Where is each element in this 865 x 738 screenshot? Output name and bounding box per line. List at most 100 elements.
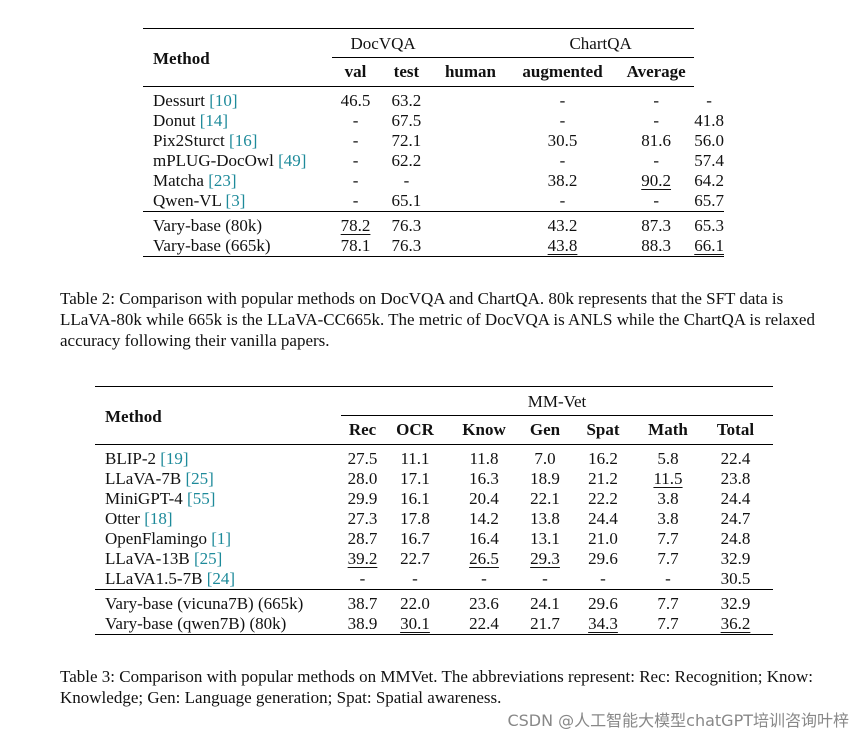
table-cell: 11.5 [653,469,683,488]
table-row: Vary-base (665k) 78.1 76.3 43.8 88.3 66.1 [143,236,724,257]
table-cell: 65.3 [694,216,724,235]
table-cell: 3.8 [657,509,679,528]
citation-link[interactable]: [16] [229,131,258,150]
table-cell: - [506,191,619,212]
table-cell: 24.4 [588,509,618,528]
citation-link[interactable]: [24] [206,569,236,588]
table-cell: 13.8 [530,509,560,528]
table-cell: 11.1 [400,449,430,468]
table-cell: 64.2 [694,171,724,190]
table-cell: 90.2 [641,171,672,190]
method-name-text: Matcha [153,171,204,190]
method-name: Vary-base (qwen7B) (80k) [95,614,341,635]
citation-link[interactable]: [18] [144,509,173,528]
table-cell: 41.8 [694,111,724,130]
table-cell: 17.8 [400,509,430,528]
method-name-text: Dessurt [153,91,205,110]
method-name-text: Vary-base (80k) [153,216,263,235]
table-cell: - [446,569,522,590]
table-cell: 22.1 [530,489,560,508]
table-cell: 66.1 [694,236,724,257]
table-cell: - [352,111,359,130]
citation-link[interactable]: [3] [225,191,246,210]
citation-link[interactable]: [25] [193,549,223,568]
table-cell: - [341,569,384,590]
table-cell: 27.3 [347,509,378,528]
table-cell: 30.1 [384,614,446,635]
table-cell: 32.9 [720,594,751,613]
citation-link[interactable]: [10] [209,91,238,110]
table-cell: 21.2 [588,469,618,488]
table-cell: 24.8 [720,529,751,548]
table-cell: 88.3 [618,236,695,257]
table-cell: 16.3 [469,469,499,488]
citation-link[interactable]: [1] [211,529,232,548]
table-cell: 23.6 [469,594,499,613]
table-cell: 30.5 [698,569,773,590]
citation-link[interactable]: [49] [278,151,307,170]
table-cell: - [384,569,446,590]
table-2: Method DocVQA ChartQA val test human aug… [143,28,724,257]
table-cell: 14.2 [469,509,499,528]
method-name: Vary-base (80k) [143,212,332,237]
table-cell: 22.7 [400,549,430,568]
method-name: MiniGPT-4 [55] [95,489,341,509]
method-name: Matcha [23] [143,171,332,191]
method-name: Vary-base (665k) [143,236,333,257]
table-cell: - [653,111,659,130]
table-cell: 7.7 [657,594,679,613]
table-cell: 5.8 [657,449,679,468]
col-header: augmented [506,57,619,87]
table-row: MiniGPT-4 [55] 29.9 16.1 20.4 22.1 22.2 3.8 24.… [95,489,773,509]
table-cell: 24.1 [530,594,560,613]
table-cell: 29.6 [588,594,618,613]
table-cell: 28.7 [347,529,378,548]
table-cell: 13.1 [530,529,560,548]
method-name-text: Vary-base (665k) [153,236,271,255]
table-cell: - [653,91,659,110]
table-cell: 76.3 [391,216,422,235]
table-cell: 29.6 [588,549,618,568]
method-name-text: BLIP-2 [105,449,156,468]
col-header: Know [446,415,522,445]
table-row: Matcha [23] - - 38.2 90.2 64.2 [143,171,724,191]
table-cell: 46.5 [340,91,371,110]
table-cell: 57.4 [694,151,724,170]
col-header: test [378,57,434,87]
col-header: Total [698,415,773,445]
table-cell: 16.1 [400,489,430,508]
method-name-text: mPLUG-DocOwl [153,151,274,170]
table-cell: 3.8 [657,489,679,508]
table-cell: 29.3 [530,549,560,568]
table-cell: 39.2 [347,549,378,568]
method-name: LLaVA-7B [25] [95,469,341,489]
citation-link[interactable]: [19] [160,449,189,468]
method-name-text: Donut [153,111,196,130]
table-row: Vary-base (80k) 78.2 76.3 43.2 87.3 65.3 [143,212,724,237]
table-cell: 7.7 [657,529,679,548]
method-name: Dessurt [10] [143,87,332,112]
table-row: LLaVA-13B [25] 39.2 22.7 26.5 29.3 29.6 7.7 32.… [95,549,773,569]
col-header: Gen [522,415,568,445]
table-cell: 16.7 [400,529,430,548]
table-cell: 7.7 [638,614,698,635]
table-cell: 78.1 [332,236,379,257]
table-cell: 18.9 [530,469,560,488]
method-name-text: Otter [105,509,140,528]
col-header: val [332,57,379,87]
table-cell: 38.7 [347,594,378,613]
table-row: Vary-base (qwen7B) (80k) 38.9 30.1 22.4 21.7… [95,614,773,635]
method-name-text: Pix2Sturct [153,131,225,150]
method-name: Qwen-VL [3] [143,191,333,212]
citation-link[interactable]: [23] [208,171,237,190]
citation-link[interactable]: [25] [185,469,214,488]
table-cell: - [559,151,566,170]
citation-link[interactable]: [55] [187,489,216,508]
table-cell: - [638,569,698,590]
table-cell: 30.5 [547,131,578,150]
table-row: Pix2Sturct [16] - 72.1 30.5 81.6 56.0 [143,131,724,151]
citation-link[interactable]: [14] [199,111,229,130]
table-cell: 22.2 [588,489,618,508]
table-cell: - [522,569,568,590]
table-cell: 43.2 [547,216,578,235]
